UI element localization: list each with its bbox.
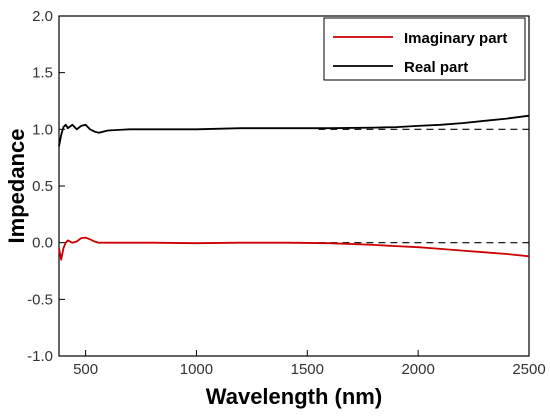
series-line-real (58, 114, 530, 147)
reference-lines (318, 128, 529, 244)
y-tick-label: 1.0 (32, 121, 53, 138)
x-tick-label: 2000 (401, 361, 434, 378)
y-tick-label: 0.5 (32, 178, 53, 195)
series-lines (58, 114, 530, 261)
y-tick-label: 1.5 (32, 65, 53, 82)
x-tick-label: 2500 (512, 361, 545, 378)
legend-label-imaginary: Imaginary part (404, 30, 507, 47)
x-tick-label: 500 (73, 361, 98, 378)
y-axis-title: Impedance (4, 129, 29, 244)
axis-ticks: 500 1000 1500 2000 2500 -1.0 -0.5 0.0 0.5 1.0 1.5 2… (27, 8, 546, 378)
legend-label-real: Real part (404, 59, 468, 76)
y-tick-label: 0.0 (32, 235, 53, 252)
x-tick-label: 1500 (291, 361, 324, 378)
x-tick-label: 1000 (180, 361, 213, 378)
x-axis-title: Wavelength (nm) (206, 384, 382, 409)
legend-box (323, 17, 526, 81)
y-tick-label: -0.5 (27, 291, 53, 308)
y-tick-label: -1.0 (27, 348, 53, 365)
series-line-imaginary (58, 236, 530, 261)
y-tick-label: 2.0 (32, 8, 53, 25)
legend: Imaginary part Real part (323, 17, 526, 81)
